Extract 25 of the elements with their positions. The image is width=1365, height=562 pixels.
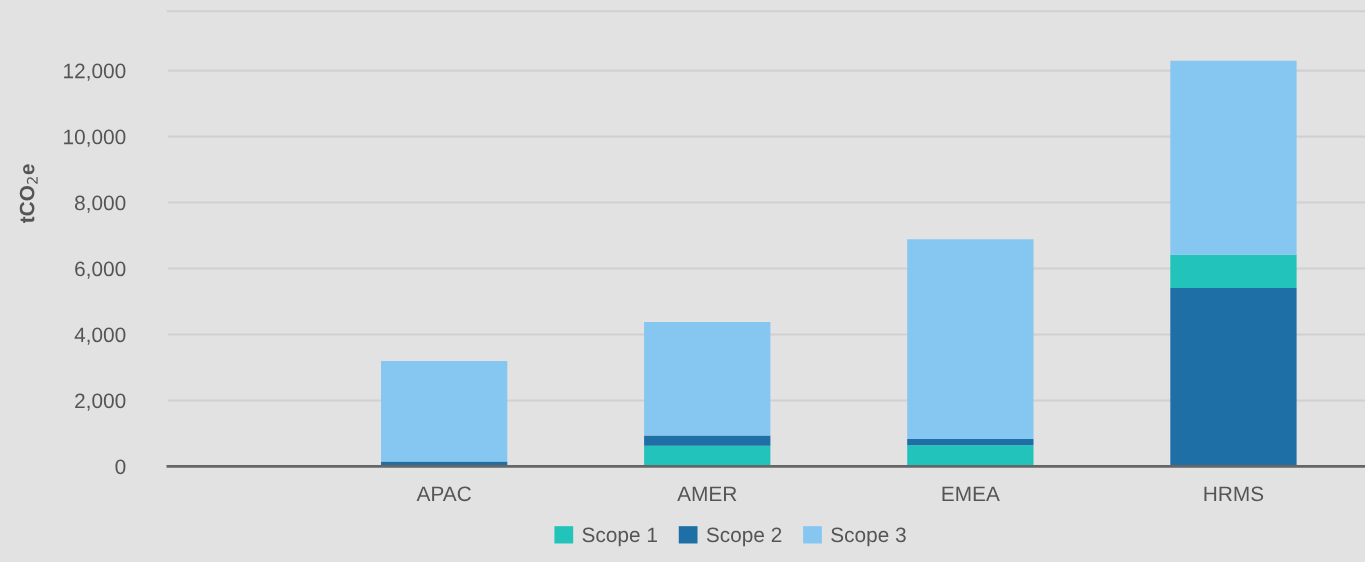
bar: [381, 360, 508, 462]
bar: [1170, 254, 1297, 288]
bar: [907, 239, 1034, 440]
x-tick-label: AMER: [677, 486, 737, 501]
y-tick-label: 2,000: [75, 393, 126, 411]
legend-label: Scope 3: [831, 527, 906, 547]
y-tick-label: 8,000: [75, 195, 126, 213]
bar: [644, 445, 771, 467]
x-tick-label: APAC: [416, 486, 471, 502]
bar: [1170, 60, 1297, 255]
bar: [907, 445, 1034, 467]
bar: [907, 439, 1034, 446]
x-tick-label: EMEA: [942, 486, 1000, 501]
legend-label: Scope 1: [582, 527, 657, 547]
legend-label: Scope 2: [706, 527, 782, 547]
y-tick-label: 6,000: [75, 261, 126, 279]
bar: [644, 321, 771, 436]
y-tick-label: 12,000: [64, 63, 126, 81]
y-axis-title: tCO$_{2}$e: [19, 164, 38, 224]
bar: [644, 435, 771, 446]
y-tick-label: 0: [115, 459, 126, 475]
y-tick-label: 4,000: [74, 327, 126, 345]
x-tick-label: HRMS: [1204, 486, 1264, 502]
bar: [1170, 288, 1297, 467]
y-tick-label: 10,000: [64, 129, 126, 147]
